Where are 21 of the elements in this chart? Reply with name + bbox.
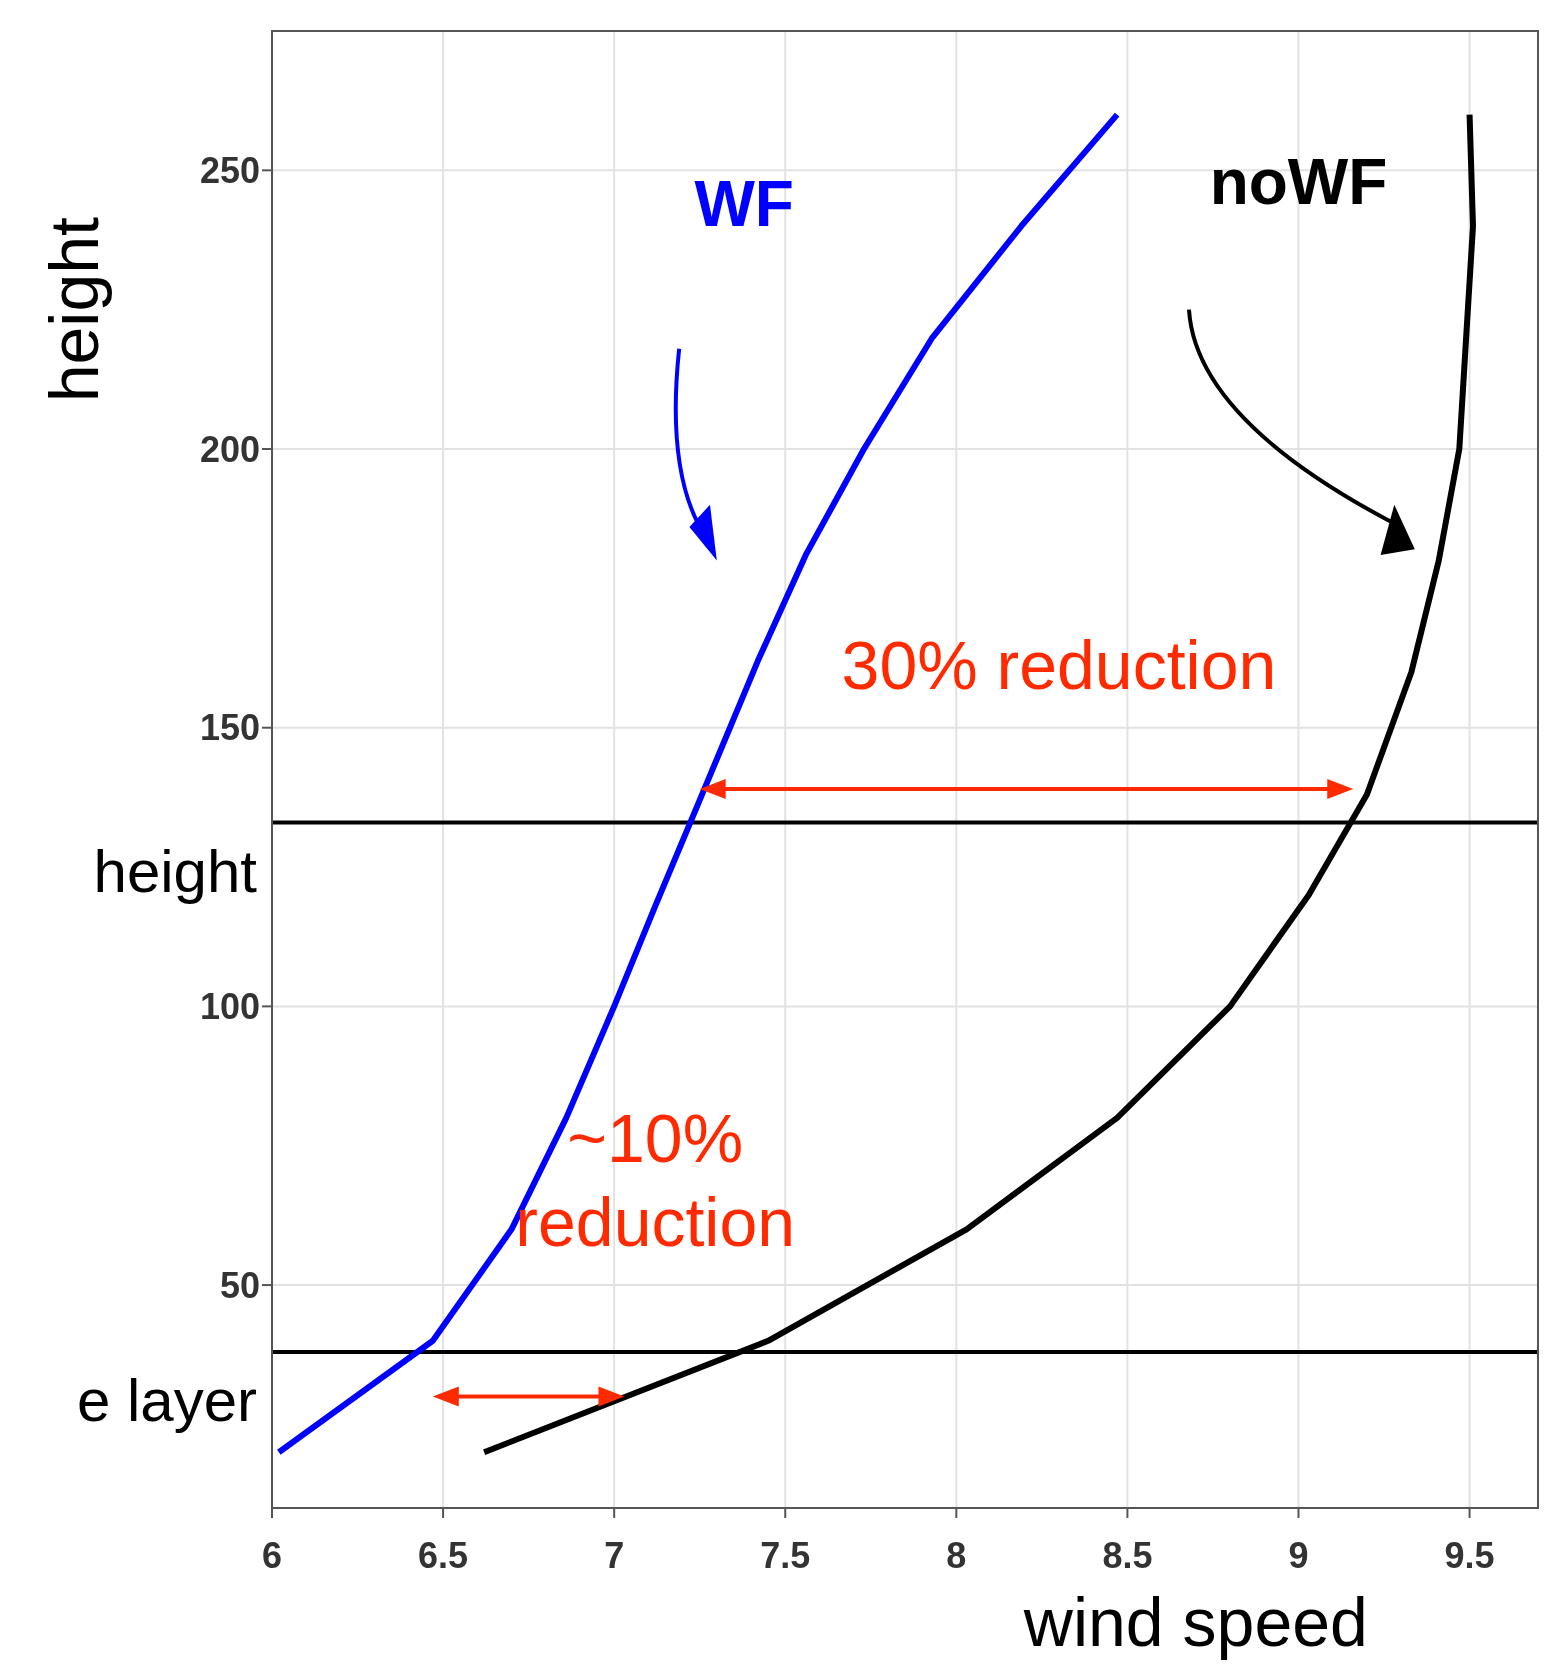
annotation: 30% reduction <box>841 626 1277 703</box>
y-tick-label: 50 <box>219 1264 260 1306</box>
y-tick-label: 200 <box>199 428 260 470</box>
x-tick-label: 6.5 <box>418 1534 469 1576</box>
x-axis-title: wind speed <box>1022 1584 1368 1660</box>
series-label: noWF <box>1209 145 1388 218</box>
ref-line-label: height <box>93 837 258 905</box>
x-tick-label: 7.5 <box>760 1534 811 1576</box>
y-tick-label: 100 <box>199 986 260 1028</box>
text: WF <box>694 168 794 241</box>
x-tick-label: 6 <box>261 1534 283 1576</box>
x-tick-label: 8.5 <box>1102 1534 1153 1576</box>
y-axis-title: height <box>36 216 112 403</box>
x-tick-label: 9.5 <box>1444 1534 1495 1576</box>
x-tick-label: 7 <box>604 1534 625 1576</box>
x-tick-label: 8 <box>946 1534 967 1576</box>
ref-line-label: e layer <box>76 1367 257 1435</box>
y-tick-label: 150 <box>199 707 260 749</box>
x-tick-label: 9 <box>1288 1534 1309 1576</box>
y-tick-label: 250 <box>199 150 260 192</box>
annotation: ~10% reduction <box>515 1100 796 1261</box>
